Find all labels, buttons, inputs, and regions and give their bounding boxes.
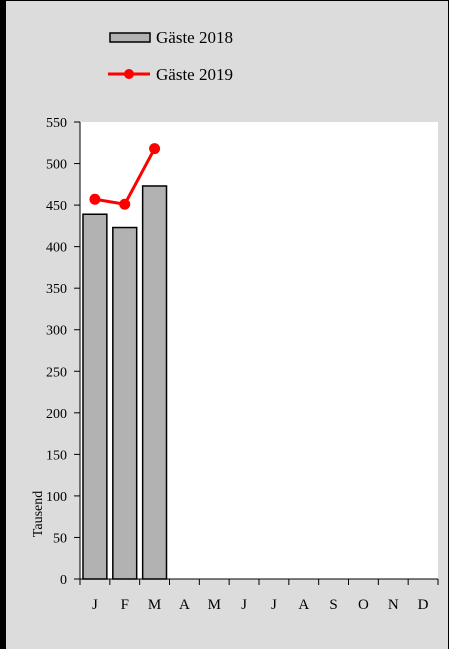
- legend: Gäste 2018 Gäste 2019: [108, 28, 233, 84]
- frame-right-border: [448, 0, 449, 649]
- bar-2018: [82, 213, 108, 580]
- y-tick-label: 150: [46, 448, 67, 463]
- y-tick-label: 100: [46, 490, 67, 505]
- line-2019-point: [89, 193, 101, 205]
- legend-swatch-2018: [109, 32, 151, 43]
- x-tick-label: F: [121, 597, 129, 613]
- x-tick-label: J: [92, 597, 98, 613]
- y-axis-ticks: 0 50 100 150 200 250 300 350 400 450 500 550: [46, 116, 80, 588]
- x-tick-label: M: [208, 597, 221, 613]
- y-tick-label: 500: [46, 158, 67, 173]
- y-tick-label: 450: [46, 199, 67, 214]
- y-tick-label: 50: [53, 531, 67, 546]
- y-tick-label: 400: [46, 241, 67, 256]
- y-axis-label: Tausend: [31, 491, 46, 537]
- line-2019: [89, 143, 161, 210]
- x-tick-label: A: [179, 597, 190, 613]
- line-2019-point: [149, 143, 161, 155]
- x-tick-label: D: [418, 597, 429, 613]
- y-tick-label: 550: [46, 116, 67, 131]
- y-tick-label: 350: [46, 282, 67, 297]
- legend-label-2018: Gäste 2018: [156, 28, 233, 47]
- bar-2018: [112, 226, 138, 580]
- plot-area: [80, 122, 438, 579]
- y-tick-label: 200: [46, 407, 67, 422]
- x-tick-label: N: [388, 597, 399, 613]
- x-tick-label: J: [241, 597, 247, 613]
- x-tick-label: O: [358, 597, 369, 613]
- x-tick-label: M: [148, 597, 161, 613]
- bar-2018: [141, 185, 168, 580]
- y-tick-label: 250: [46, 365, 67, 380]
- legend-label-2019: Gäste 2019: [156, 65, 233, 84]
- y-tick-label: 300: [46, 324, 67, 339]
- frame-left-border: [0, 0, 6, 649]
- bars-2018: [82, 185, 168, 580]
- y-tick-label: 0: [60, 573, 67, 588]
- x-tick-label: S: [329, 597, 337, 613]
- x-tick-label: A: [298, 597, 309, 613]
- legend-marker-2019: [124, 69, 134, 79]
- frame-top-border: [4, 0, 449, 1]
- line-2019-point: [119, 198, 131, 210]
- x-tick-label: J: [271, 597, 277, 613]
